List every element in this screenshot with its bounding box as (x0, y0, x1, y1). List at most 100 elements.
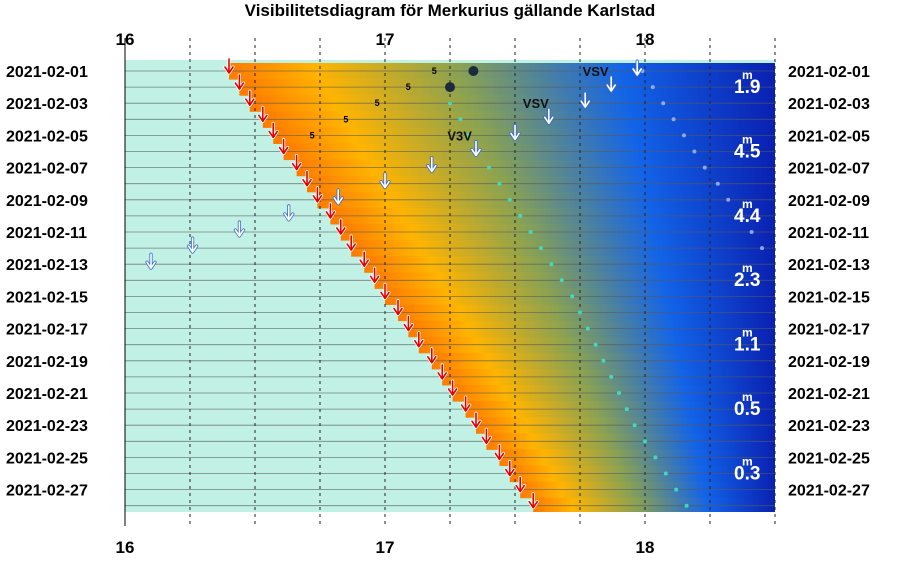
magnitude-label: 0.5 (734, 399, 761, 420)
sunset-arrow (335, 218, 347, 236)
trail-dot (674, 487, 679, 492)
sunset-arrow (392, 298, 404, 317)
altitude-label: 5 (310, 130, 315, 140)
y-label-right: 2021-02-01 (788, 64, 870, 81)
sunset-arrow (470, 411, 482, 429)
magnitude-label: 1.1 (734, 335, 761, 356)
twilight-region (229, 63, 775, 512)
trail-dot (559, 278, 564, 283)
y-label-right: 2021-02-11 (788, 225, 869, 242)
sunset-arrow (267, 121, 279, 139)
trail-dot (650, 85, 655, 90)
magnitude-label: 0.3 (734, 463, 760, 484)
planet-set-arrows (145, 59, 643, 270)
planet-set-arrow (332, 188, 344, 206)
trail-dot (539, 246, 543, 251)
altitude-label: 5 (343, 114, 348, 124)
y-label-right: 2021-02-27 (788, 483, 870, 500)
magnitude-label: 1.9 (734, 77, 760, 98)
magnitude-superscript: m (742, 261, 753, 275)
sunset-arrow (311, 186, 323, 204)
trail-dot (570, 294, 575, 299)
x-tick-label-bottom: 18 (636, 538, 655, 557)
sunset-arrow (379, 282, 391, 300)
y-label-right: 2021-02-17 (788, 322, 870, 339)
sunset-arrow (426, 347, 438, 365)
sunset-arrow (493, 443, 505, 461)
dot-trails (448, 69, 764, 508)
trail-dot (609, 374, 614, 379)
sunset-arrow (447, 379, 459, 397)
y-label-right: 2021-02-13 (788, 257, 870, 274)
trail-dot (578, 310, 582, 315)
trail-dot (487, 165, 491, 170)
trail-dot (448, 101, 452, 106)
y-label-right: 2021-02-23 (788, 418, 870, 435)
sunset-arrow (301, 170, 313, 188)
y-label-left: 2021-02-19 (6, 354, 88, 371)
x-tick-label-bottom: 16 (116, 538, 135, 557)
y-label-left: 2021-02-09 (6, 193, 88, 210)
trail-dot (682, 133, 686, 138)
x-tick-label-top: 16 (116, 30, 135, 49)
trail-dot (715, 181, 720, 186)
y-label-left: 2021-02-01 (6, 64, 88, 81)
magnitude-superscript: m (742, 132, 753, 146)
sunset-arrow (345, 234, 357, 252)
sunset-arrow (460, 395, 472, 413)
y-label-right: 2021-02-05 (788, 128, 870, 145)
trail-dot (458, 117, 463, 122)
planet-set-arrow (187, 236, 199, 254)
sunset-arrow (436, 363, 448, 381)
chart-title: Visibilitetsdiagram för Merkurius gällan… (244, 1, 656, 20)
trail-dot (466, 133, 471, 138)
altitude-label: 5 (406, 82, 411, 92)
direction-label: VSV (523, 96, 549, 111)
y-label-left: 2021-02-21 (6, 386, 88, 403)
sunset-arrow (402, 315, 414, 333)
magnitude-label: 4.5 (734, 141, 761, 162)
trail-dot (653, 455, 658, 460)
sunset-arrow (324, 202, 336, 220)
sunset-arrow (514, 476, 526, 494)
trail-dot (518, 213, 523, 218)
trail-dot (549, 262, 554, 267)
direction-label: V3V (447, 128, 472, 143)
sunset-arrow (291, 154, 303, 172)
sunset-arrow (504, 459, 516, 478)
sunset-arrow (278, 137, 290, 156)
x-tick-label-top: 17 (376, 30, 395, 49)
direction-label: VSV (583, 64, 609, 79)
planet-set-arrow (379, 172, 391, 190)
trail-dot (643, 439, 647, 444)
planet-set-arrow (543, 107, 555, 125)
planet-set-arrow (509, 123, 521, 141)
sunset-arrow (358, 250, 370, 268)
trail-dot (593, 342, 598, 347)
y-label-left: 2021-02-15 (6, 289, 88, 306)
trail-dot (632, 423, 637, 428)
trail-dot (692, 149, 697, 154)
trail-dot (585, 326, 590, 331)
trail-dot (528, 230, 533, 234)
y-label-left: 2021-02-25 (6, 450, 88, 467)
y-label-right: 2021-02-19 (788, 354, 870, 371)
y-label-left: 2021-02-13 (6, 257, 88, 274)
x-tick-label-bottom: 17 (376, 538, 395, 557)
trail-dot (749, 230, 754, 234)
planet-set-arrow (145, 252, 157, 270)
trail-dot (684, 503, 689, 508)
trail-dot (497, 181, 502, 186)
y-label-left: 2021-02-17 (6, 322, 88, 339)
magnitude-label: 2.3 (734, 270, 760, 291)
trail-dot (739, 213, 744, 218)
y-label-left: 2021-02-27 (6, 483, 88, 500)
sunset-arrow (413, 331, 425, 349)
sunset-arrow (369, 266, 381, 284)
planet-set-arrow (233, 220, 245, 238)
trail-dot (663, 471, 668, 476)
magnitude-superscript: m (742, 390, 753, 404)
planet-set-arrow (605, 75, 617, 93)
altitude-label: 5 (432, 66, 437, 76)
